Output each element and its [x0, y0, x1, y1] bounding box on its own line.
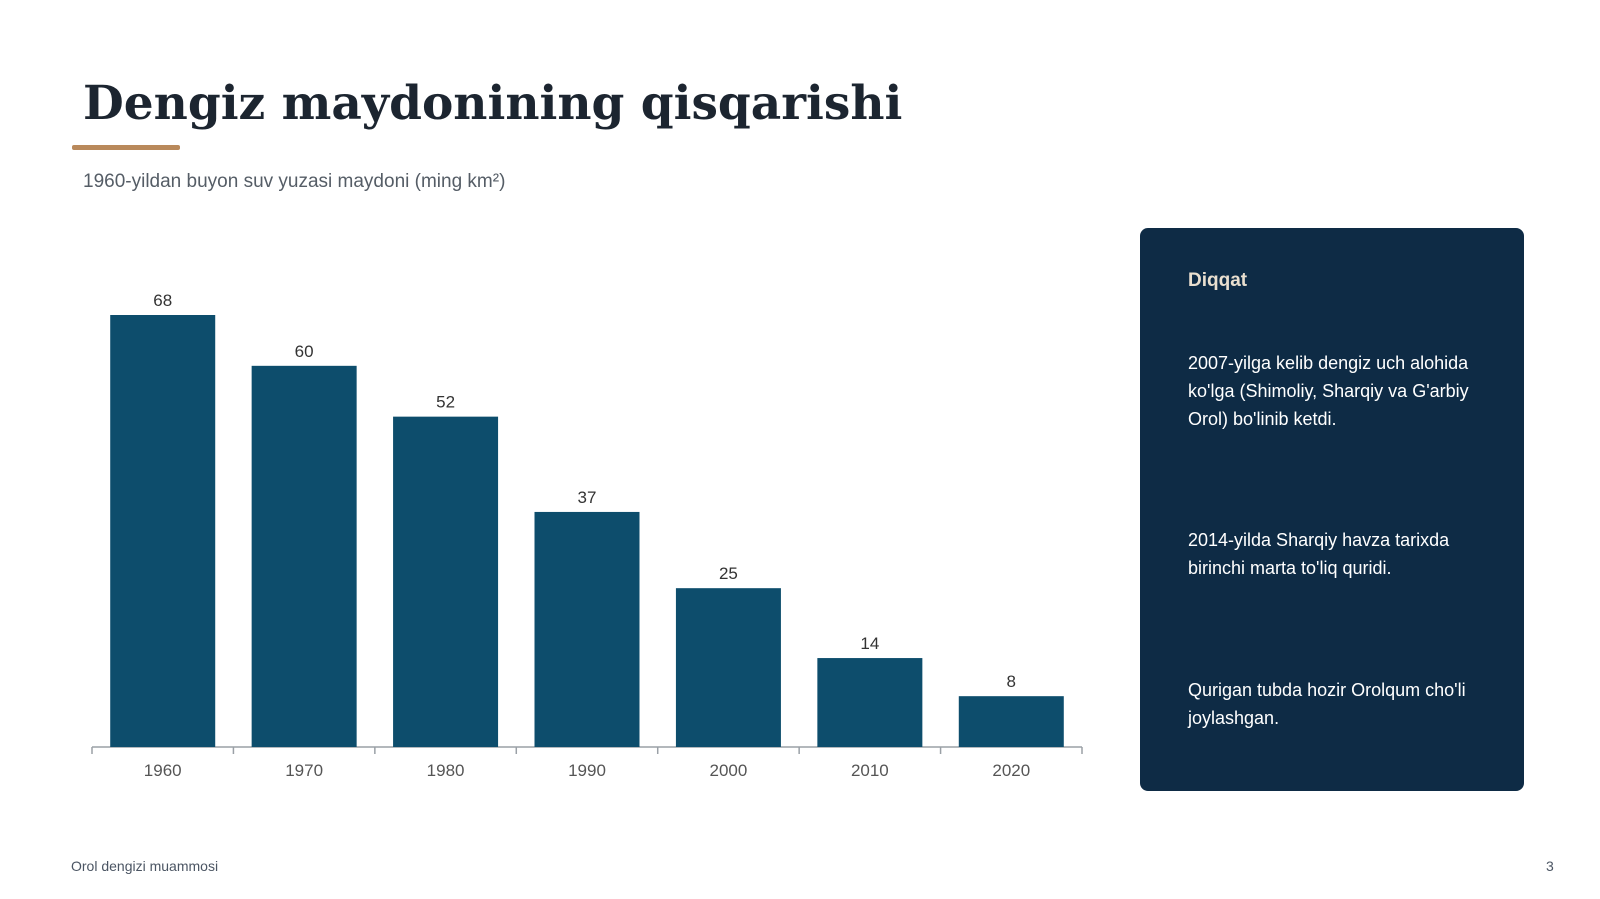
x-tick-label: 1980: [427, 761, 465, 780]
page-number: 3: [1546, 858, 1554, 874]
bar-value-label: 8: [1007, 672, 1016, 691]
bar: [958, 696, 1064, 747]
bar: [251, 365, 357, 747]
area-bar-chart: 68 1960 60 1970 52 1980 37 1990 25 2000 14 2010 8 202…: [91, 291, 1083, 780]
title-accent-rule: [72, 145, 180, 150]
callout-paragraph: Qurigan tubda hozir Orolqum cho'li joyla…: [1188, 680, 1466, 728]
x-tick-label: 1960: [144, 761, 182, 780]
callout-heading: Diqqat: [1188, 270, 1248, 291]
footer-deck-title: Orol dengizi muammosi: [71, 858, 219, 874]
bar: [534, 511, 640, 747]
bar: [675, 588, 781, 747]
slide-title: Dengiz maydonining qisqarishi: [83, 76, 903, 131]
x-tick-label: 2020: [992, 761, 1030, 780]
bar-value-label: 52: [436, 393, 455, 412]
callout-paragraph: 2014-yilda Sharqiy havza tarixda birinch…: [1188, 530, 1450, 578]
x-tick-label: 2010: [851, 761, 889, 780]
bar: [817, 658, 923, 747]
x-tick-label: 1990: [568, 761, 606, 780]
bar-value-label: 60: [295, 342, 314, 361]
x-tick-label: 1970: [285, 761, 323, 780]
callout-paragraph: 2007-yilga kelib dengiz uch alohida ko'l…: [1188, 353, 1469, 429]
slide-subtitle: 1960-yildan buyon suv yuzasi maydoni (mi…: [83, 171, 506, 192]
bar-value-label: 14: [860, 634, 879, 653]
bar-value-label: 25: [719, 564, 738, 583]
x-tick-label: 2000: [710, 761, 748, 780]
bar-value-label: 37: [578, 488, 597, 507]
bar: [393, 416, 499, 747]
bar-value-label: 68: [153, 291, 172, 310]
callout-panel: Diqqat 2007-yilga kelib dengiz uch alohi…: [1140, 228, 1524, 791]
bar: [110, 315, 216, 747]
